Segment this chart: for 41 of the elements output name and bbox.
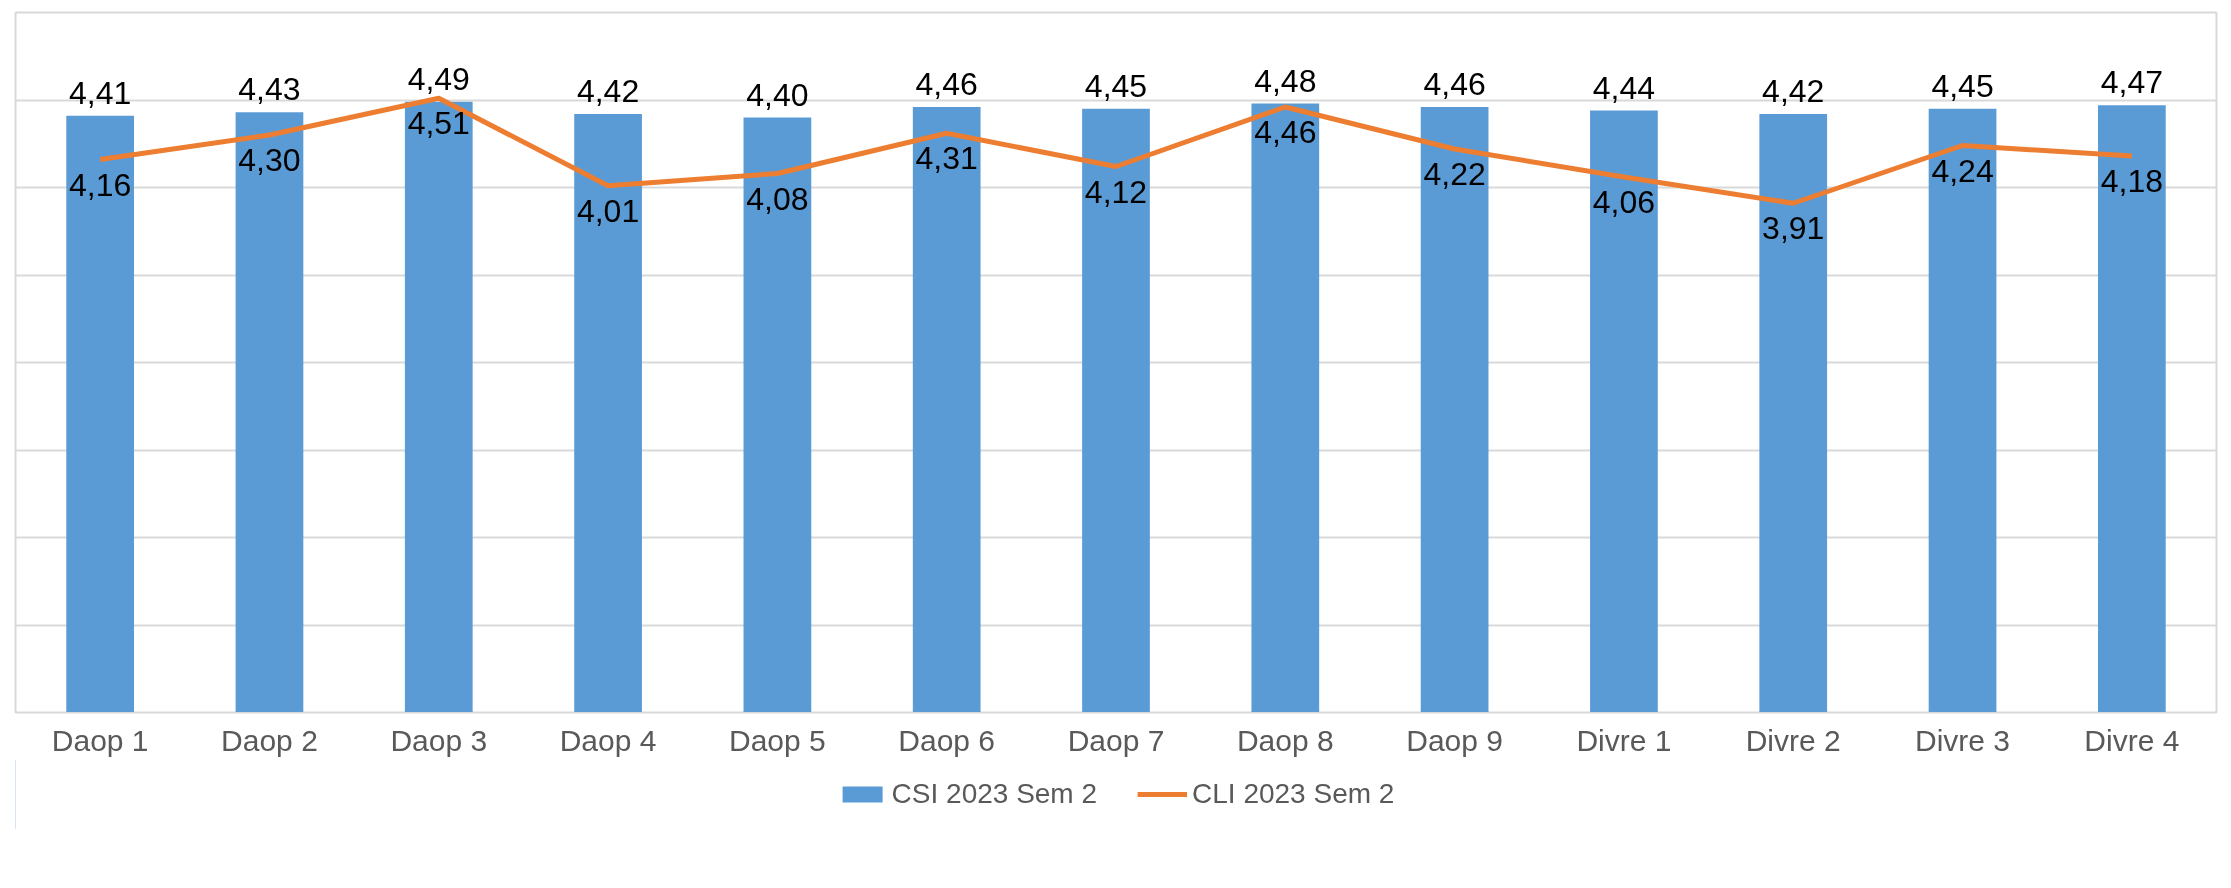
x-tick-label: Daop 6 (898, 723, 996, 757)
x-tick-label: Daop 4 (559, 723, 657, 757)
data-label: 4,47 (2100, 64, 2163, 101)
data-label: 4,08 (746, 180, 809, 217)
x-tick-label: Daop 9 (1406, 723, 1503, 757)
data-label: 4,42 (1762, 73, 1825, 109)
data-label: 4,43 (238, 71, 301, 108)
data-label: 4,46 (915, 66, 978, 102)
data-label: 4,41 (69, 74, 132, 111)
data-label: 4,49 (407, 60, 470, 97)
data-label: 4,45 (1084, 67, 1148, 104)
data-label: 4,46 (1254, 114, 1317, 150)
x-tick-label: Daop 8 (1236, 723, 1334, 757)
legend-label: CLI 2023 Sem 2 (1192, 778, 1395, 810)
x-tick-label: Daop 3 (390, 723, 488, 757)
x-tick-label: Daop 2 (221, 723, 318, 757)
x-tick-label: Daop 7 (1067, 723, 1165, 757)
data-label: 4,40 (746, 76, 809, 113)
legend-label: CSI 2023 Sem 2 (891, 778, 1098, 810)
x-tick-label: Divre 2 (1745, 723, 1841, 757)
data-label: 3,91 (1762, 210, 1825, 247)
data-label: 4,12 (1084, 173, 1148, 210)
data-label: 4,51 (407, 105, 470, 142)
x-tick-label: Daop 1 (51, 723, 149, 757)
data-label: 4,48 (1254, 62, 1317, 99)
data-label: 4,42 (576, 73, 640, 109)
data-label: 4,18 (2100, 163, 2163, 199)
data-label: 4,24 (1931, 152, 1994, 189)
data-label: 4,46 (1423, 66, 1486, 102)
data-label: 4,45 (1931, 67, 1994, 104)
data-label: 4,30 (238, 142, 301, 178)
data-label: 4,01 (576, 192, 640, 229)
data-label: 4,44 (1592, 69, 1656, 106)
data-label: 4,22 (1423, 156, 1486, 192)
x-tick-label: Divre 4 (2084, 723, 2180, 757)
x-tick-label: Daop 5 (729, 723, 826, 757)
x-tick-label: Divre 3 (1915, 723, 2011, 757)
data-label: 4,06 (1592, 184, 1656, 220)
data-label: 4,16 (69, 166, 132, 203)
x-tick-label: Divre 1 (1576, 723, 1672, 757)
data-label: 4,31 (915, 140, 978, 177)
